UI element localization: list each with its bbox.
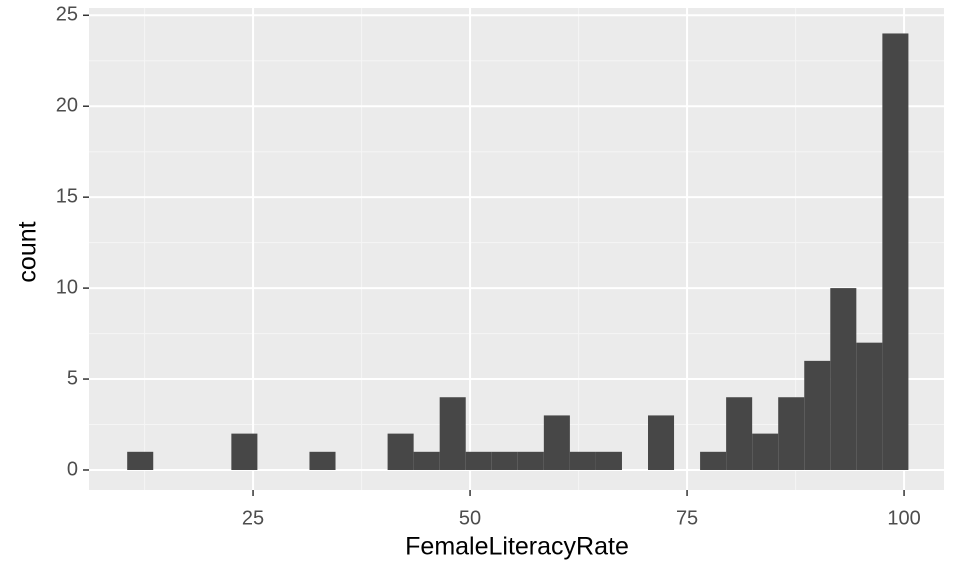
x-tick-label: 25: [242, 507, 264, 529]
y-tick-label: 25: [56, 4, 78, 26]
bars: [127, 33, 909, 470]
bar: [309, 451, 336, 470]
bar: [439, 397, 466, 470]
bar: [231, 433, 258, 470]
y-tick-label: 10: [56, 276, 78, 298]
bar: [830, 288, 857, 470]
bar: [517, 451, 544, 470]
bar: [569, 451, 596, 470]
y-tick-label: 5: [67, 367, 78, 389]
bar: [465, 451, 492, 470]
y-tick-label: 0: [67, 458, 78, 480]
x-tick-label: 100: [887, 507, 920, 529]
bar: [882, 33, 909, 470]
bar: [804, 360, 831, 470]
bar: [752, 433, 779, 470]
bar: [595, 451, 622, 470]
bar: [491, 451, 518, 470]
bar: [387, 433, 414, 470]
y-axis-title: count: [14, 221, 42, 282]
y-tick-label: 15: [56, 185, 78, 207]
x-tick-label: 50: [459, 507, 481, 529]
bar: [648, 415, 675, 470]
bar: [127, 451, 154, 470]
x-tick-label: 75: [676, 507, 698, 529]
bar: [856, 342, 883, 470]
bar: [778, 397, 805, 470]
bar: [413, 451, 440, 470]
y-tick-label: 20: [56, 95, 78, 117]
bar: [726, 397, 753, 470]
x-axis-title: FemaleLiteracyRate: [405, 533, 629, 561]
bar: [543, 415, 570, 470]
bar: [700, 451, 727, 470]
